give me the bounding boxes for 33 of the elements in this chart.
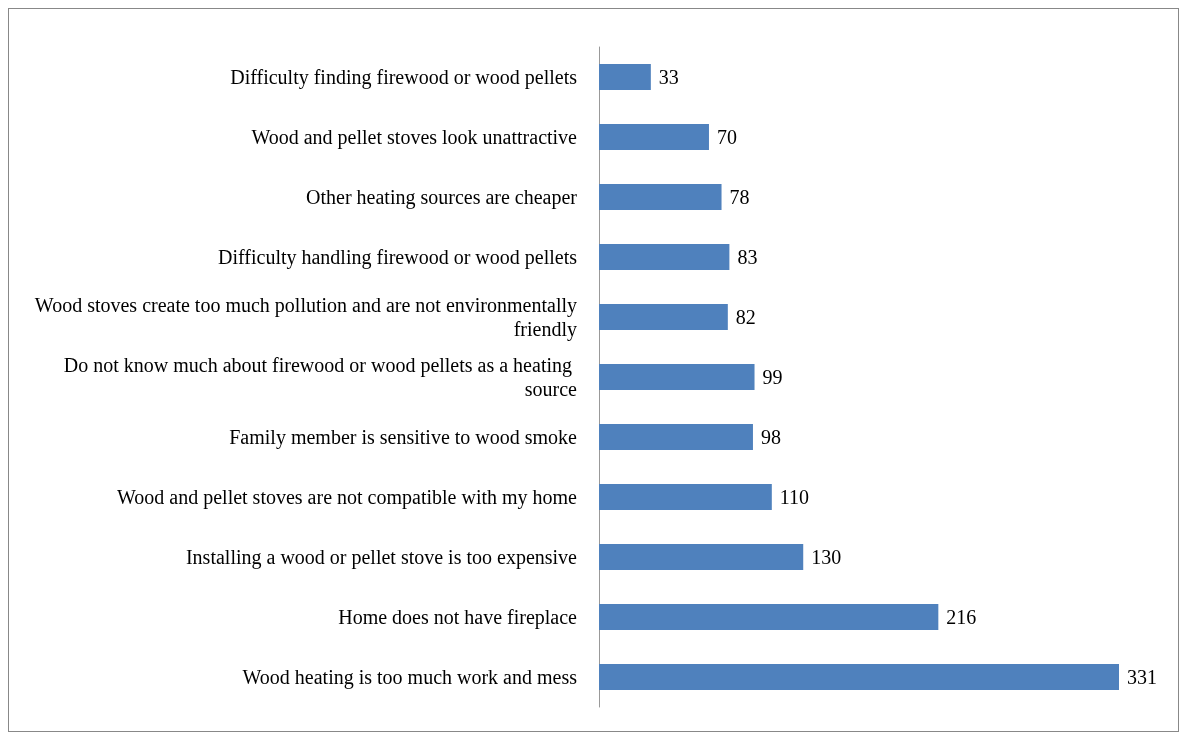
data-label: 82 — [735, 306, 756, 328]
y-tick-label: Installing a wood or pellet stove is too expensive — [185, 546, 578, 569]
y-tick-label: Wood and pellet stoves look unattractive — [251, 126, 578, 149]
bar — [599, 424, 753, 450]
data-label: 216 — [946, 606, 977, 628]
data-label: 98 — [760, 426, 781, 448]
data-label: 83 — [737, 246, 758, 268]
y-tick-label: Family member is sensitive to wood smoke — [229, 426, 578, 449]
y-tick-label: Wood heating is too much work and mess — [242, 666, 578, 689]
bar — [599, 244, 730, 270]
bar — [599, 124, 709, 150]
y-tick-label: Wood and pellet stoves are not compatible with my home — [117, 486, 578, 509]
data-label: 99 — [762, 366, 783, 388]
y-tick-label: Difficulty finding firewood or wood pellets — [230, 66, 578, 89]
data-label: 78 — [729, 186, 750, 208]
y-tick-label: Wood stoves create too much pollution and are not environmentally friendly — [34, 294, 577, 341]
bar — [599, 304, 728, 330]
bar — [599, 184, 722, 210]
data-label: 331 — [1127, 666, 1157, 688]
y-tick-label: Difficulty handling firewood or wood pellets — [217, 246, 578, 269]
y-tick-label: Other heating sources are cheaper — [306, 186, 578, 209]
bar — [599, 664, 1119, 690]
y-tick-label: Home does not have fireplace — [338, 606, 578, 629]
bar — [599, 484, 772, 510]
data-label: 33 — [658, 66, 679, 88]
y-tick-label: Do not know much about firewood or wood pellets as a heating source — [63, 354, 578, 400]
bar — [599, 604, 939, 630]
bar — [599, 544, 804, 570]
data-label: 130 — [811, 546, 842, 568]
data-label: 110 — [779, 486, 810, 508]
bar — [599, 64, 651, 90]
bar — [599, 364, 755, 390]
data-label: 70 — [716, 126, 737, 148]
